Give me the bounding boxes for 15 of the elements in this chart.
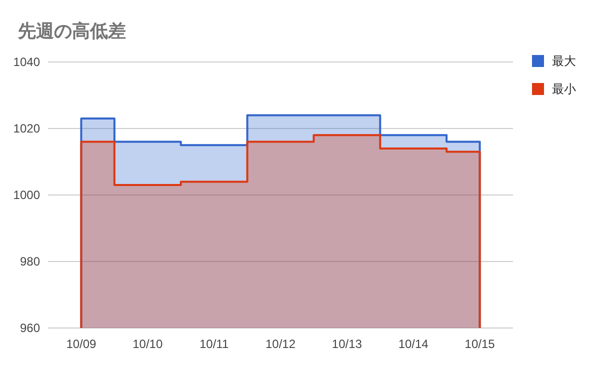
- x-tick-label: 10/11: [200, 337, 229, 351]
- y-tick-label: 1000: [13, 188, 40, 202]
- y-tick-label: 960: [20, 321, 40, 336]
- x-tick-label: 10/09: [66, 337, 97, 351]
- x-tick-label: 10/13: [332, 337, 362, 351]
- legend-label: 最大: [552, 54, 576, 68]
- legend-label: 最小: [552, 82, 576, 96]
- x-tick-label: 10/12: [265, 337, 296, 351]
- y-tick-label: 1040: [13, 55, 40, 70]
- y-tick-label: 980: [20, 254, 40, 269]
- y-tick-label: 1020: [13, 122, 40, 136]
- x-tick-label: 10/15: [464, 337, 496, 351]
- x-tick-label: 10/14: [398, 337, 429, 351]
- x-tick-label: 10/10: [132, 337, 163, 351]
- chart-title: 先週の高低差: [17, 21, 126, 41]
